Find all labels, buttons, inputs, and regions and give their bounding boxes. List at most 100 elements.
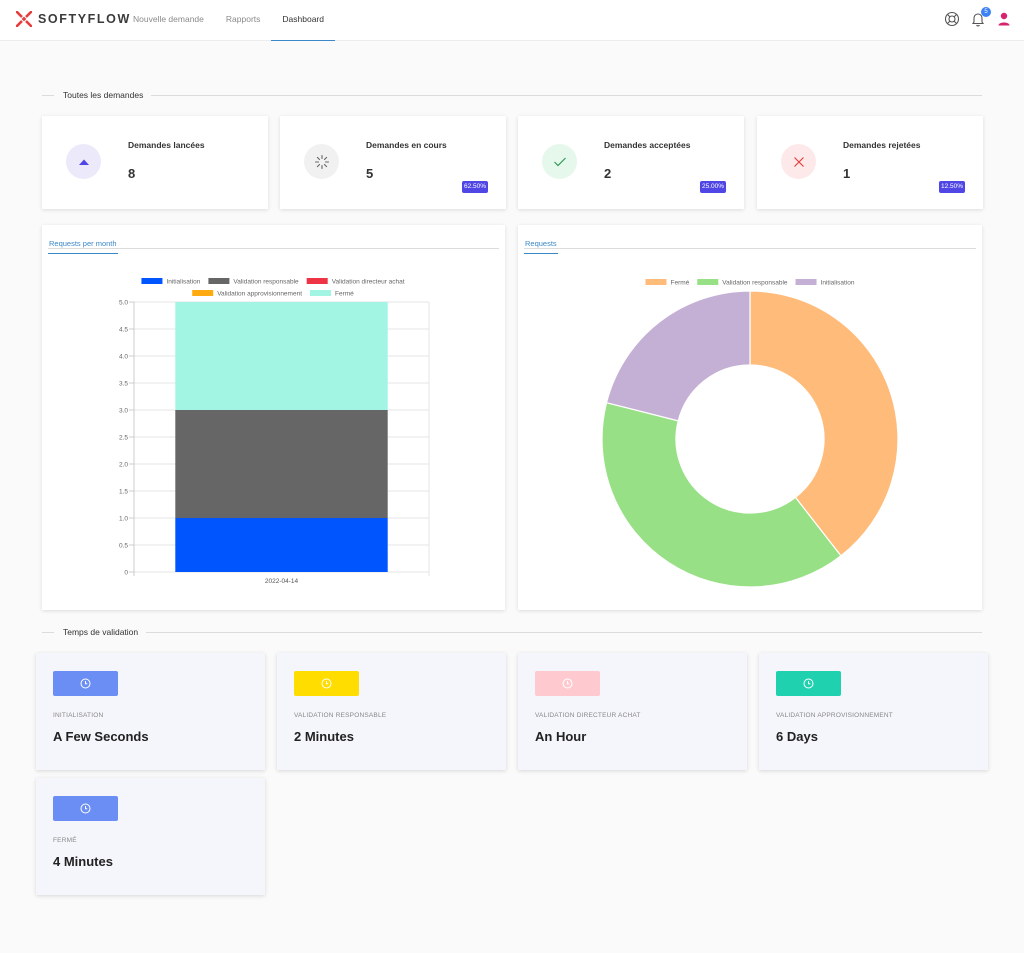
donut-chart: Fermé Validation responsable Initialisatio… xyxy=(601,279,899,588)
legend-label: Validation directeur achat xyxy=(332,279,405,286)
validation-card-initialisation: INITIALISATION A Few Seconds xyxy=(36,653,265,770)
validation-value: 2 Minutes xyxy=(294,729,354,744)
legend-label: Validation approvisionnement xyxy=(217,291,302,298)
clock-icon xyxy=(80,678,91,689)
clock-button[interactable] xyxy=(535,671,600,696)
stat-label: Demandes rejetées xyxy=(843,140,921,150)
validation-value: 4 Minutes xyxy=(53,854,113,869)
clock-button[interactable] xyxy=(776,671,841,696)
validation-label: VALIDATION DIRECTEUR ACHAT xyxy=(535,712,641,719)
clock-icon xyxy=(803,678,814,689)
nav-rapports[interactable]: Rapports xyxy=(225,14,261,24)
validation-label: FERMÉ xyxy=(53,837,77,844)
legend-label: Validation responsable xyxy=(722,280,788,287)
spinner-icon xyxy=(304,144,339,179)
validation-label: VALIDATION RESPONSABLE xyxy=(294,712,387,719)
requests-per-month-card: Requests per month Initialisation Validat… xyxy=(42,225,505,610)
legend-swatch xyxy=(208,278,230,284)
validation-card-directeur-achat: VALIDATION DIRECTEUR ACHAT An Hour xyxy=(518,653,747,770)
legend-swatch xyxy=(141,278,163,284)
y-tick-label: 3.0 xyxy=(119,407,128,414)
y-tick-label: 1.0 xyxy=(119,515,128,522)
stat-percent-badge: 12.50% xyxy=(938,181,965,193)
clock-button[interactable] xyxy=(53,796,118,821)
top-navbar: SOFTYFLOW Nouvelle demande Rapports Dash… xyxy=(0,0,1024,41)
divider xyxy=(42,631,54,633)
divider xyxy=(151,94,982,96)
bar-segment xyxy=(175,410,388,518)
legend-label: Fermé xyxy=(670,280,689,287)
stat-label: Demandes lancées xyxy=(128,140,205,150)
tab-requests-per-month[interactable]: Requests per month xyxy=(48,238,118,254)
nav-nouvelle-demande[interactable]: Nouvelle demande xyxy=(133,14,204,24)
nav-dashboard[interactable]: Dashboard xyxy=(271,0,335,41)
section-all-requests: Toutes les demandes xyxy=(42,89,982,101)
brand-logo[interactable]: SOFTYFLOW xyxy=(16,11,131,27)
legend-label: Initialisation xyxy=(166,279,200,286)
notification-count-badge: 5 xyxy=(981,7,991,17)
legend-swatch xyxy=(310,290,332,296)
legend-swatch xyxy=(192,290,214,296)
stat-value: 2 xyxy=(604,166,612,181)
stat-percent-badge: 25.00% xyxy=(699,181,726,193)
bar-segment xyxy=(175,302,388,410)
stat-value: 5 xyxy=(366,166,374,181)
clock-icon xyxy=(321,678,332,689)
validation-card-approvisionnement: VALIDATION APPROVISIONNEMENT 6 Days xyxy=(759,653,988,770)
donut-slice xyxy=(749,290,899,557)
section-validation-time: Temps de validation xyxy=(42,626,982,638)
logo-mark-icon xyxy=(16,11,32,27)
user-icon[interactable] xyxy=(996,11,1012,27)
divider xyxy=(146,631,982,633)
y-tick-label: 1.5 xyxy=(119,488,128,495)
validation-label: VALIDATION APPROVISIONNEMENT xyxy=(776,712,893,719)
legend-swatch xyxy=(795,279,817,285)
stat-label: Demandes en cours xyxy=(366,140,447,150)
legend-label: Validation responsable xyxy=(233,279,299,286)
bar-segment xyxy=(175,518,388,572)
close-icon xyxy=(781,144,816,179)
y-tick-label: 0.5 xyxy=(119,542,128,549)
clock-button[interactable] xyxy=(53,671,118,696)
stat-card-rejected: Demandes rejetées 1 12.50% xyxy=(757,116,983,209)
stat-percent-badge: 62.50% xyxy=(461,181,488,193)
y-tick-label: 4.5 xyxy=(119,326,128,333)
clock-button[interactable] xyxy=(294,671,359,696)
clock-icon xyxy=(80,803,91,814)
y-tick-label: 2.5 xyxy=(119,434,128,441)
donut-slice xyxy=(605,290,751,422)
donut-slice xyxy=(601,401,842,588)
chart-tabbar: Requests per month xyxy=(48,233,499,254)
stat-value: 8 xyxy=(128,166,136,181)
tab-requests[interactable]: Requests xyxy=(524,238,558,254)
stat-card-launched: Demandes lancées 8 xyxy=(42,116,268,209)
validation-value: An Hour xyxy=(535,729,587,744)
arrow-up-icon xyxy=(66,144,101,179)
y-tick-label: 3.5 xyxy=(119,380,128,387)
header-actions: 5 xyxy=(944,7,1012,27)
lifebuoy-icon[interactable] xyxy=(944,11,960,27)
stat-card-in-progress: Demandes en cours 5 62.50% xyxy=(280,116,506,209)
validation-card-responsable: VALIDATION RESPONSABLE 2 Minutes xyxy=(277,653,506,770)
bar-chart: Initialisation Validation responsable Vali… xyxy=(119,278,430,585)
y-tick-label: 5.0 xyxy=(119,299,128,306)
validation-card-ferme: FERMÉ 4 Minutes xyxy=(36,778,265,895)
legend-swatch xyxy=(306,278,328,284)
main-nav: Nouvelle demande Rapports Dashboard xyxy=(122,0,335,41)
legend-label: Initialisation xyxy=(821,280,855,287)
y-tick-label: 4.0 xyxy=(119,353,128,360)
y-tick-label: 0 xyxy=(124,569,128,576)
legend-swatch xyxy=(645,279,667,285)
brand-name: SOFTYFLOW xyxy=(38,12,131,26)
stat-value: 1 xyxy=(843,166,851,181)
y-tick-label: 2.0 xyxy=(119,461,128,468)
validation-value: 6 Days xyxy=(776,729,818,744)
legend-label: Fermé xyxy=(335,291,354,298)
bell-icon[interactable]: 5 xyxy=(970,7,991,27)
requests-card: Requests Fermé Validation responsable Init… xyxy=(518,225,982,610)
legend-swatch xyxy=(697,279,719,285)
stat-label: Demandes acceptées xyxy=(604,140,691,150)
validation-value: A Few Seconds xyxy=(53,729,149,744)
divider xyxy=(42,94,54,96)
section-title-validation-time: Temps de validation xyxy=(63,627,139,637)
